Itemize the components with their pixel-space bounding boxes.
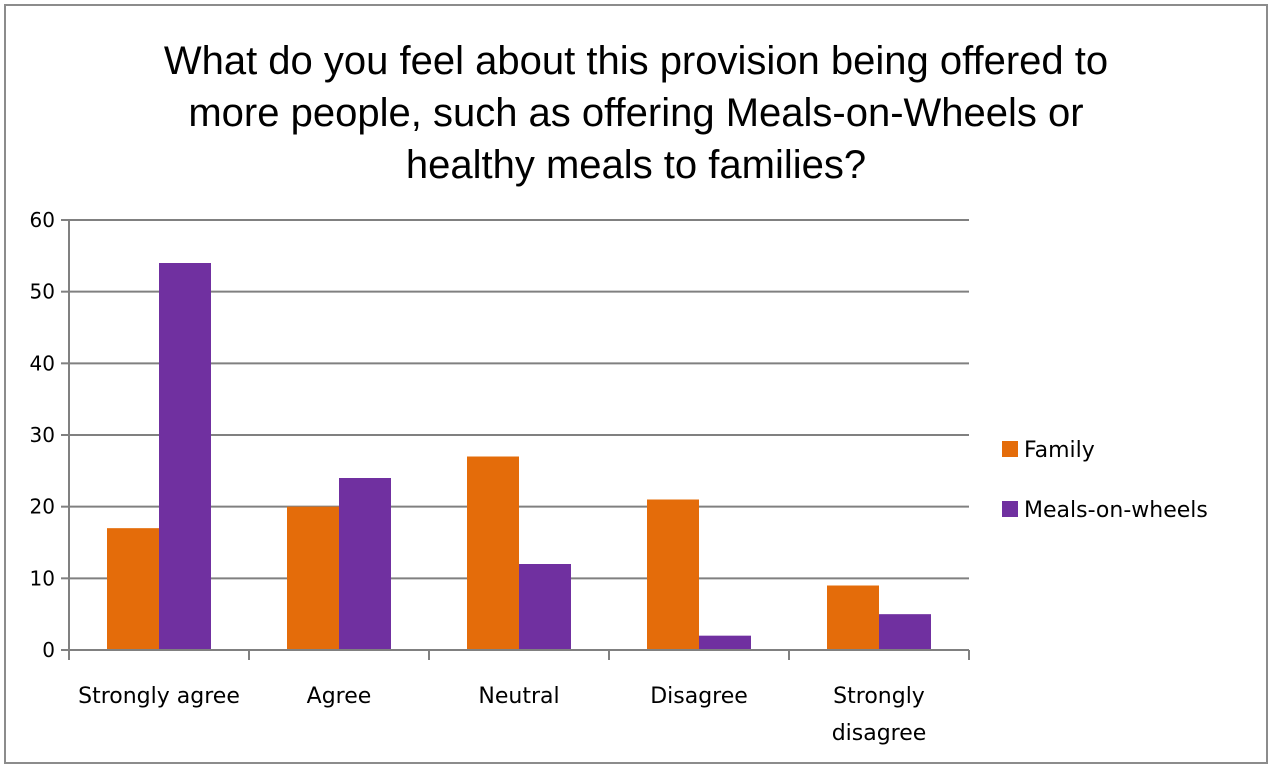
bar-family-strongly-disagree	[827, 585, 879, 650]
legend-label-meals-on-wheels: Meals-on-wheels	[1024, 498, 1208, 523]
bar-meals-on-wheels-strongly-disagree	[879, 614, 931, 650]
bar-chart: What do you feel about this provision be…	[30, 39, 1208, 746]
chart-title-line: What do you feel about this provision be…	[164, 39, 1108, 83]
chart-frame: What do you feel about this provision be…	[4, 4, 1268, 764]
legend-swatch-family	[1002, 441, 1018, 457]
legend: Family Meals-on-wheels	[1002, 438, 1208, 523]
bar-meals-on-wheels-disagree	[699, 635, 751, 650]
y-tick-label: 40	[30, 351, 55, 375]
bar-meals-on-wheels-agree	[339, 478, 391, 650]
bar-family-disagree	[647, 499, 699, 650]
y-tick-label: 50	[30, 280, 55, 304]
bar-family-strongly-agree	[107, 528, 159, 650]
x-category-label: Strongly agree	[78, 684, 240, 709]
bar-meals-on-wheels-strongly-agree	[159, 263, 211, 650]
y-tick-label: 0	[42, 638, 55, 662]
chart-title: What do you feel about this provision be…	[164, 39, 1108, 187]
x-category-label: Agree	[307, 684, 372, 709]
x-category-label: Neutral	[478, 684, 559, 709]
legend-label-family: Family	[1024, 438, 1095, 463]
x-category-label: Strongly	[833, 684, 925, 709]
y-axis-ticks: 0 10 20 30 40 50 60	[30, 208, 69, 662]
y-tick-label: 20	[30, 495, 55, 519]
y-tick-label: 30	[30, 423, 55, 447]
bar-meals-on-wheels-neutral	[519, 564, 571, 650]
bar-family-neutral	[467, 456, 519, 650]
y-tick-label: 60	[30, 208, 55, 232]
gridlines	[69, 219, 969, 580]
chart-title-line: healthy meals to families?	[406, 143, 866, 187]
y-tick-label: 10	[30, 566, 55, 590]
bars	[107, 263, 931, 650]
x-axis-labels: Strongly agree Agree Neutral Disagree Strong…	[78, 684, 926, 746]
x-axis	[68, 220, 970, 660]
x-category-label: Disagree	[650, 684, 748, 709]
legend-swatch-meals-on-wheels	[1002, 501, 1018, 517]
chart-title-line: more people, such as offering Meals-on-W…	[188, 91, 1083, 135]
x-category-label: disagree	[832, 721, 927, 746]
bar-family-agree	[287, 506, 339, 650]
